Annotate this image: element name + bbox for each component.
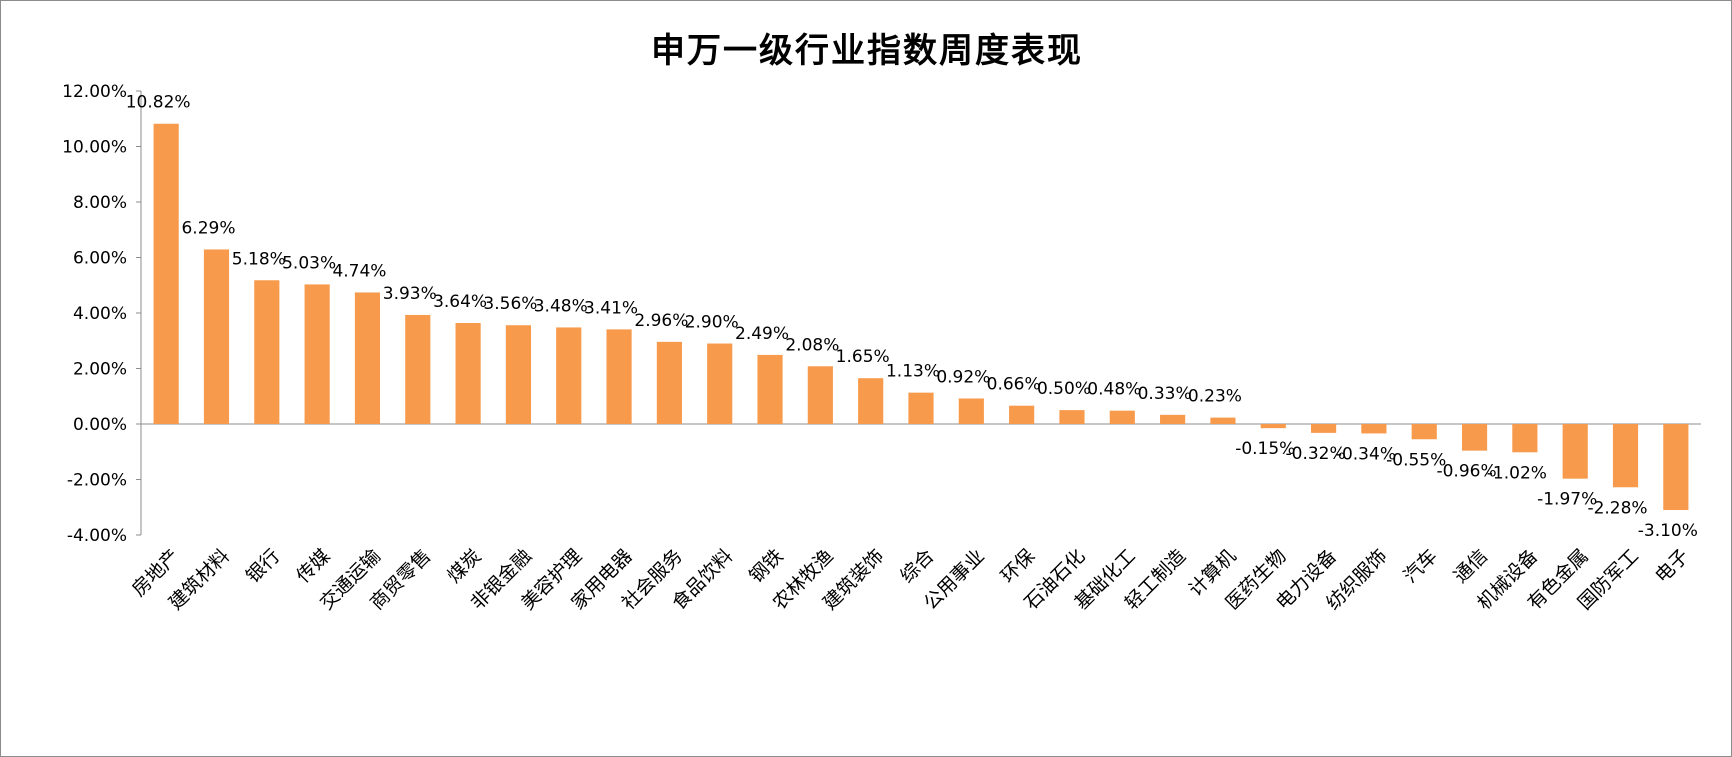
bar (1361, 424, 1387, 434)
bar (908, 392, 934, 424)
x-tick-label: 综合 (896, 545, 938, 587)
y-tick-label: 10.00% (62, 138, 127, 158)
bar (1562, 424, 1588, 479)
data-label: 2.49% (735, 324, 789, 344)
data-label: -0.15% (1235, 439, 1295, 459)
data-label: 0.50% (1037, 379, 1091, 399)
x-tick-label: 传媒 (292, 545, 334, 587)
bar (354, 292, 381, 424)
x-tick-label: 环保 (997, 545, 1039, 587)
y-tick-label: 6.00% (73, 249, 127, 269)
bar (1210, 417, 1236, 424)
data-label: 3.64% (433, 292, 487, 312)
data-label: 0.33% (1138, 384, 1192, 404)
bar (1512, 424, 1538, 453)
bar (1311, 424, 1337, 433)
axes: -4.00%-2.00%0.00%2.00%4.00%6.00%8.00%10.… (62, 82, 1701, 546)
bar (254, 280, 280, 424)
bar (1109, 410, 1135, 424)
data-label: 0.66% (987, 375, 1041, 395)
bar (1059, 410, 1085, 424)
bar (203, 249, 230, 424)
x-tick-label: 银行 (242, 545, 284, 587)
bar (505, 325, 531, 424)
y-tick-label: 0.00% (73, 415, 127, 435)
bar (1411, 424, 1437, 440)
bar (304, 284, 330, 424)
data-label: 0.23% (1188, 387, 1242, 407)
data-label: 4.74% (332, 261, 386, 281)
bar (707, 343, 733, 424)
y-tick-label: 4.00% (73, 304, 127, 324)
bar (1260, 424, 1286, 429)
x-tick-label: 钢铁 (745, 545, 787, 587)
bar (606, 329, 632, 424)
data-label: 2.96% (634, 311, 688, 331)
data-label: 3.56% (483, 294, 537, 314)
data-label: -0.55% (1386, 450, 1446, 470)
data-label: 5.18% (232, 249, 286, 269)
data-label: -1.97% (1537, 490, 1597, 510)
x-tick-label: 通信 (1450, 545, 1492, 587)
data-label: 2.90% (685, 313, 739, 333)
bar (757, 354, 783, 424)
y-tick-label: 8.00% (73, 193, 127, 213)
bar (1009, 405, 1035, 424)
x-tick-label: 电子 (1651, 545, 1693, 587)
bar (1663, 424, 1689, 511)
bar (958, 398, 984, 424)
data-label: -0.34% (1336, 444, 1396, 464)
data-label: 10.82% (126, 93, 191, 113)
bar (153, 123, 179, 425)
x-tick-label: 汽车 (1399, 545, 1441, 587)
y-tick-label: 2.00% (73, 360, 127, 380)
data-label: 2.08% (785, 335, 839, 355)
y-tick-label: -2.00% (67, 471, 127, 491)
x-tick-label: 煤炭 (443, 545, 485, 587)
data-label: 0.92% (936, 367, 990, 387)
bar (556, 327, 582, 424)
bar (405, 314, 431, 424)
bar (1612, 424, 1639, 488)
data-label: 3.48% (534, 296, 588, 316)
bars (153, 123, 1689, 511)
data-label: 1.13% (886, 362, 940, 382)
y-tick-label: 12.00% (62, 82, 127, 102)
data-label: 6.29% (181, 218, 235, 238)
bar (807, 366, 833, 424)
data-label: -0.32% (1286, 444, 1346, 464)
data-label: -1.02% (1487, 463, 1547, 483)
data-label: -0.96% (1436, 462, 1496, 482)
data-label: 3.41% (584, 298, 638, 318)
y-tick-label: -4.00% (67, 526, 127, 546)
bar (1461, 424, 1488, 451)
bar (455, 322, 481, 424)
data-label: 5.03% (282, 253, 336, 273)
bar (1160, 414, 1186, 424)
bar (656, 341, 682, 424)
chart-title: 申万一级行业指数周度表现 (651, 31, 1083, 71)
data-label: 3.93% (383, 284, 437, 304)
data-label: 1.65% (836, 347, 890, 367)
bar (858, 378, 884, 424)
data-label: 0.48% (1087, 380, 1141, 400)
data-label: -2.28% (1587, 498, 1647, 518)
data-labels: 10.82% 6.29% 5.18%5.03%4.74% 3.93%3.64%3.56… (126, 93, 1698, 541)
data-label: -3.10% (1638, 521, 1698, 541)
